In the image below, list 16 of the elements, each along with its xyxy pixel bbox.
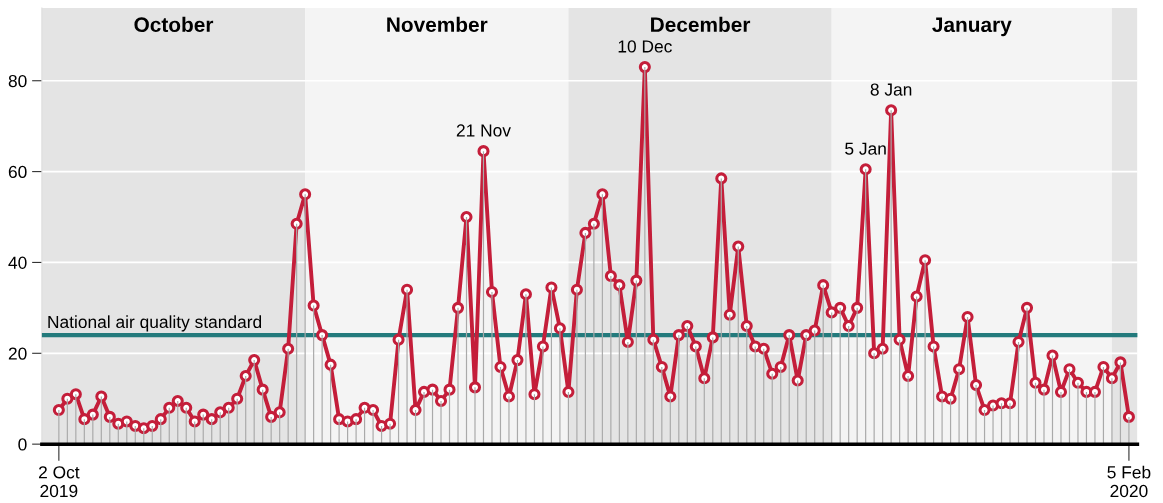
ref-line-label: National air quality standard — [48, 315, 262, 332]
y-tick-label: 40 — [8, 256, 27, 269]
y-tick-label: 80 — [8, 74, 27, 88]
annotation: 21 Nov — [456, 124, 511, 137]
x-tick-label: 2 Oct 2019 — [38, 466, 80, 498]
y-tick-label: 60 — [8, 165, 27, 179]
band-label: November — [387, 16, 488, 33]
band-label: October — [134, 16, 214, 33]
y-tick-label: 0 — [18, 438, 27, 451]
x-tick-label: 5 Feb 2020 — [1107, 465, 1151, 498]
y-tick-label: 20 — [8, 347, 27, 360]
band-label: January — [932, 17, 1012, 37]
annotation: 8 Jan — [870, 83, 912, 96]
annotation: 5 Jan — [845, 142, 886, 155]
annotation: 10 Dec — [618, 40, 672, 53]
band-label: December — [651, 16, 751, 33]
